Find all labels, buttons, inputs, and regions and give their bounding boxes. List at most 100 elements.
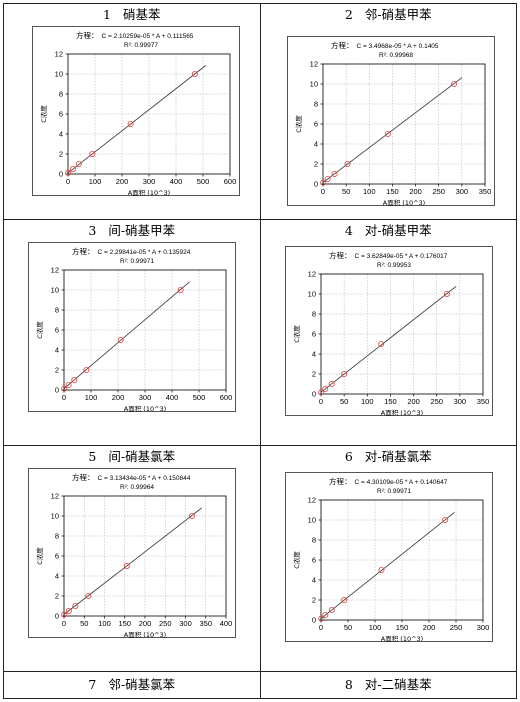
x-tick-label: 350 [476, 397, 489, 406]
x-tick-label: 350 [199, 619, 212, 628]
x-tick-label: 500 [193, 393, 206, 402]
cell-5: 5 间-硝基氯苯 方程： C = 3.13434e-05 * A + 0.15084… [3, 445, 261, 672]
data-point [177, 287, 184, 294]
equation-value: C = 2.29841e-05 * A + 0.135924 [98, 249, 191, 256]
x-tick-label: 100 [98, 619, 111, 628]
fit-line [63, 281, 190, 389]
fit-line [320, 285, 456, 393]
y-axis-label: C浓度 [292, 551, 301, 569]
data-point [65, 169, 72, 176]
chart-1: 方程： C = 2.10259e-05 * A + 0.111565 R²: 0.9… [32, 26, 240, 196]
data-point [191, 71, 198, 78]
x-tick-label: 200 [112, 393, 125, 402]
y-tick-label: 8 [55, 306, 59, 315]
equation-value: C = 3.62849e-05 * A + 0.176017 [354, 253, 447, 260]
y-tick-label: 8 [59, 90, 63, 99]
x-tick-label: 100 [368, 623, 381, 632]
x-tick-label: 0 [318, 623, 322, 632]
x-tick-label: 0 [62, 619, 66, 628]
data-point [441, 517, 448, 524]
equation-label: 方程： [329, 250, 352, 260]
y-tick-label: 6 [311, 556, 315, 565]
x-tick-label: 50 [80, 619, 88, 628]
y-tick-label: 2 [59, 150, 63, 159]
data-point [321, 385, 328, 392]
x-tick-label: 500 [197, 177, 210, 186]
equation-label: 方程： [76, 30, 99, 40]
y-tick-label: 6 [55, 552, 59, 561]
data-point [319, 179, 326, 186]
data-point [317, 389, 324, 396]
chart-2: 方程： C = 3.4968e-05 * A + 0.1405 R²: 0.9996… [286, 36, 495, 206]
x-axis-label: A面积 (10^3) [382, 198, 424, 206]
data-point [340, 597, 347, 604]
x-tick-label: 100 [361, 397, 374, 406]
x-tick-label: 0 [320, 187, 324, 196]
cell-4: 4 对-硝基甲苯 方程： C = 3.62849e-05 * A + 0.17601… [259, 219, 517, 446]
chart-frame [286, 36, 495, 206]
data-point [69, 165, 76, 172]
x-tick-label: 50 [341, 187, 349, 196]
x-tick-label: 100 [89, 177, 102, 186]
equation-value: C = 4.30109e-05 * A + 0.140647 [354, 479, 447, 486]
y-axis-label: C浓度 [35, 547, 44, 565]
y-tick-label: 8 [313, 100, 317, 109]
y-tick-label: 12 [307, 270, 315, 279]
compound-number: 3 [88, 223, 97, 238]
equation-value: C = 3.4968e-05 * A + 0.1405 [356, 43, 438, 50]
x-tick-label: 400 [170, 177, 183, 186]
y-tick-label: 12 [307, 496, 315, 505]
compound-number: 5 [88, 449, 97, 464]
y-tick-label: 10 [307, 290, 315, 299]
equation-value: C = 3.13434e-05 * A + 0.150844 [98, 475, 191, 482]
y-tick-label: 2 [311, 370, 315, 379]
y-tick-label: 10 [55, 70, 63, 79]
y-tick-label: 4 [59, 130, 63, 139]
x-tick-label: 200 [407, 397, 420, 406]
chart-svg: 方程： C = 3.62849e-05 * A + 0.176017 R²: 0.9… [284, 246, 493, 416]
cell-3: 3 间-硝基甲苯 方程： C = 2.29841e-05 * A + 0.13592… [3, 219, 261, 446]
y-tick-label: 12 [51, 266, 59, 275]
chart-svg: 方程： C = 3.4968e-05 * A + 0.1405 R²: 0.9996… [286, 36, 495, 206]
data-point [188, 513, 195, 520]
data-point [75, 160, 82, 167]
y-tick-label: 0 [59, 170, 63, 179]
equation-text: 方程： C = 3.62849e-05 * A + 0.176017 [329, 250, 448, 260]
x-tick-label: 300 [139, 393, 152, 402]
chart-frame [284, 246, 493, 416]
compound-number: 2 [344, 7, 353, 22]
x-tick-label: 300 [143, 177, 156, 186]
x-tick-label: 50 [343, 623, 351, 632]
cell-title: 4 对-硝基甲苯 [261, 220, 517, 242]
x-tick-label: 150 [386, 187, 399, 196]
x-tick-label: 150 [395, 623, 408, 632]
chart-svg: 方程： C = 4.30109e-05 * A + 0.140647 R²: 0.9… [284, 472, 493, 642]
y-tick-label: 10 [51, 512, 59, 521]
equation-label: 方程： [72, 246, 95, 256]
fit-line [322, 77, 462, 183]
y-tick-label: 4 [55, 346, 59, 355]
cell-7: 7 邻-硝基氯苯 [3, 671, 261, 699]
data-point [340, 371, 347, 378]
compound-number: 7 [88, 677, 97, 692]
r-squared-text: R²: 0.99971 [377, 488, 411, 495]
equation-label: 方程： [331, 40, 354, 50]
figure-table: 1 硝基苯 方程： C = 2.10259e-05 * A + 0.111565 R²… [3, 3, 517, 699]
compound-name: 对-硝基甲苯 [364, 223, 432, 238]
x-axis-label: A面积 (10^3) [124, 630, 166, 638]
data-point [331, 170, 338, 177]
y-tick-label: 8 [311, 310, 315, 319]
x-tick-label: 250 [430, 397, 443, 406]
data-point [344, 161, 351, 168]
y-tick-label: 4 [311, 576, 315, 585]
data-point [328, 380, 335, 387]
equation-text: 方程： C = 3.4968e-05 * A + 0.1405 [331, 40, 439, 50]
x-axis-label: A面积 (10^3) [380, 634, 422, 642]
data-point [61, 385, 68, 392]
cell-1: 1 硝基苯 方程： C = 2.10259e-05 * A + 0.111565 R²… [3, 3, 261, 220]
y-tick-label: 6 [313, 120, 317, 129]
x-tick-label: 0 [62, 393, 66, 402]
y-tick-label: 4 [313, 140, 317, 149]
data-point [72, 602, 79, 609]
compound-name: 邻-硝基氯苯 [108, 677, 176, 692]
